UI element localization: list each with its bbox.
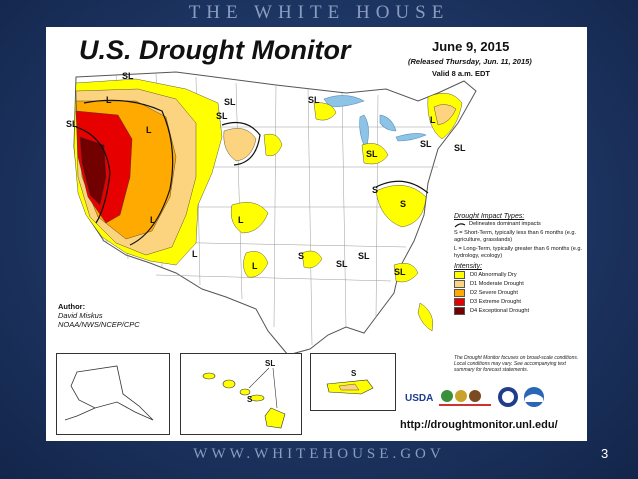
region-label: L — [150, 215, 156, 225]
map-date: June 9, 2015 — [432, 39, 510, 54]
intensity-swatch — [454, 289, 465, 297]
noaa-logo — [524, 387, 544, 407]
region-label: S — [372, 185, 378, 195]
usda-logo: USDA — [403, 387, 433, 407]
drought-areas — [73, 78, 463, 332]
impact-lines — [75, 99, 429, 246]
intensity-label: D2 Severe Drought — [470, 289, 518, 296]
intensity-swatch — [454, 307, 465, 315]
intensity-label: D0 Abnormally Dry — [470, 271, 517, 278]
author-name: David Miskus — [58, 311, 103, 320]
curve-line-icon — [454, 222, 466, 227]
region-label: S — [298, 251, 304, 261]
map-valid-time: Valid 8 a.m. EDT — [432, 69, 490, 78]
region-label: L — [238, 215, 244, 225]
region-label: SL — [366, 149, 378, 159]
drought-map-card: SL L SL L SL SL SL SL SL SL L S S L L L … — [46, 27, 587, 441]
region-label: S — [247, 395, 253, 404]
long-term-text: L = Long-Term, typically greater than 6 … — [454, 246, 583, 259]
ndmc-logo — [439, 390, 491, 406]
puerto-rico-inset: S — [310, 353, 396, 411]
region-label: SL — [224, 97, 236, 107]
legend-note: The Drought Monitor focuses on broad-sca… — [454, 355, 579, 373]
region-label: L — [430, 115, 436, 125]
legend-delineates-row: Delineates dominant impacts — [454, 221, 584, 228]
agency-logos: USDA — [403, 386, 545, 408]
commerce-seal — [498, 387, 518, 407]
alaska-inset — [56, 353, 170, 435]
region-label: SL — [265, 359, 275, 368]
map-title: U.S. Drought Monitor — [79, 35, 351, 65]
region-label: SL — [454, 143, 466, 153]
slide-header: THE WHITE HOUSE — [188, 2, 450, 23]
map-legend: Drought Impact Types: Delineates dominan… — [454, 213, 584, 316]
region-label: L — [192, 249, 198, 259]
region-label: SL — [420, 139, 432, 149]
region-label: SL — [66, 119, 78, 129]
map-released: (Released Thursday, Jun. 11, 2015) — [408, 57, 532, 66]
intensity-label: D4 Exceptional Drought — [470, 307, 530, 314]
intensity-level-row: D4 Exceptional Drought — [454, 307, 584, 315]
region-label: L — [106, 95, 112, 105]
region-labels: SL L SL L SL SL SL SL SL SL L S S L L L … — [66, 71, 466, 277]
region-label: SL — [216, 111, 228, 121]
region-label: L — [146, 125, 152, 135]
intensity-level-row: D2 Severe Drought — [454, 289, 584, 297]
drought-map: SL L SL L SL SL SL SL SL SL L S S L L L … — [66, 71, 477, 356]
svg-text:USDA: USDA — [405, 393, 433, 404]
intensity-levels: D0 Abnormally Dry D1 Moderate Drought D2 S… — [454, 271, 584, 315]
region-label: SL — [394, 267, 406, 277]
intensity-level-row: D3 Extreme Drought — [454, 298, 584, 306]
region-label: S — [400, 199, 406, 209]
region-label: SL — [308, 95, 320, 105]
region-label: SL — [336, 259, 348, 269]
slide-footer: WWW.WHITEHOUSE.GOV — [193, 446, 445, 462]
author-org: NOAA/NWS/NCEP/CPC — [58, 320, 140, 329]
region-label: SL — [358, 251, 370, 261]
region-label: L — [252, 261, 258, 271]
intensity-swatch — [454, 298, 465, 306]
region-label: S — [351, 369, 357, 378]
impact-heading: Drought Impact Types: — [454, 213, 525, 220]
author-label: Author: — [58, 302, 86, 311]
region-label: SL — [122, 71, 134, 81]
puerto-rico-map: S — [326, 369, 374, 395]
intensity-label: D1 Moderate Drought — [470, 280, 524, 287]
hawaii-map: SL S — [202, 359, 286, 429]
intensity-level-row: D0 Abnormally Dry — [454, 271, 584, 279]
delineates-text: Delineates dominant impacts — [469, 221, 541, 227]
page-number: 3 — [601, 446, 609, 461]
short-term-text: S = Short-Term, typically less than 6 mo… — [454, 230, 577, 243]
monitor-url[interactable]: http://droughtmonitor.unl.edu/ — [400, 419, 558, 431]
intensity-heading: Intensity: — [454, 263, 483, 270]
intensity-swatch — [454, 271, 465, 279]
alaska-map — [64, 365, 154, 421]
author-block: Author: David Miskus NOAA/NWS/NCEP/CPC — [58, 302, 140, 329]
intensity-label: D3 Extreme Drought — [470, 298, 521, 305]
intensity-swatch — [454, 280, 465, 288]
intensity-level-row: D1 Moderate Drought — [454, 280, 584, 288]
hawaii-inset: SL S — [180, 353, 302, 435]
